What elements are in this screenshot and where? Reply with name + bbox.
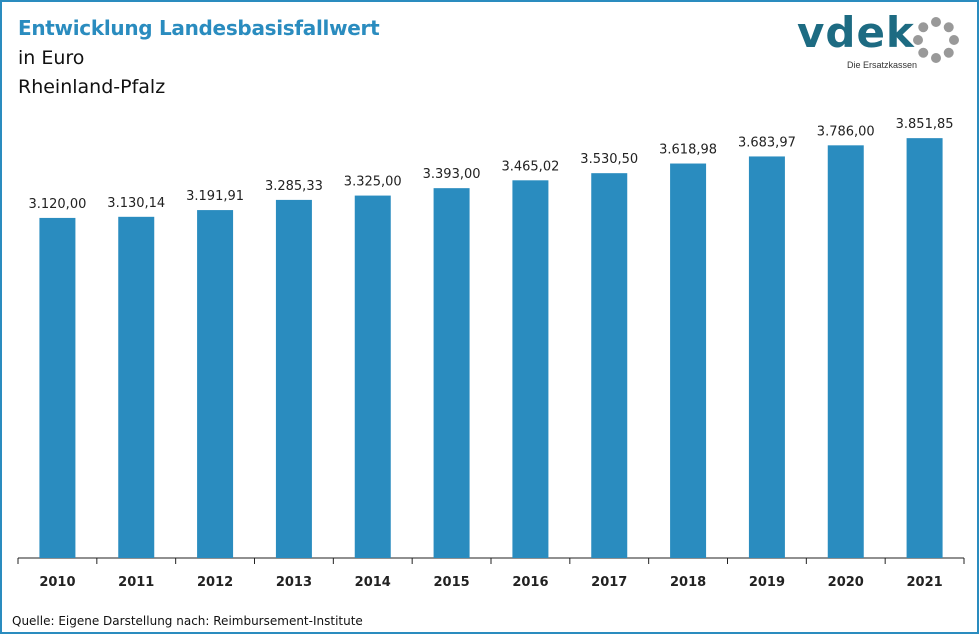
x-tick-label-2011: 2011 (118, 575, 154, 590)
logo-ring-dot (918, 47, 929, 58)
bar-2014 (354, 195, 391, 558)
value-label-2010: 3.120,00 (28, 197, 86, 212)
bar-2012 (197, 210, 234, 558)
bar-chart: 3.120,00 2010 3.130,14 2011 3.191,91 2012 3.28… (17, 117, 965, 590)
bar-2017 (591, 173, 628, 558)
logo-ring-dot (931, 17, 941, 27)
bar-2019 (748, 156, 785, 558)
value-label-2014: 3.325,00 (344, 175, 402, 190)
bar-2021 (906, 138, 943, 558)
logo-ring-dot (913, 35, 923, 45)
logo-tagline: Die Ersatzkassen (847, 60, 918, 70)
value-label-2016: 3.465,02 (501, 159, 559, 174)
bar-2010 (39, 217, 76, 559)
value-label-2019: 3.683,97 (738, 135, 796, 150)
bar-2018 (670, 163, 707, 558)
x-tick-label-2021: 2021 (906, 575, 942, 590)
x-tick-label-2012: 2012 (197, 575, 233, 590)
value-label-2011: 3.130,14 (107, 196, 165, 211)
source-note: Quelle: Eigene Darstellung nach: Reimbur… (12, 614, 363, 628)
bar-2020 (827, 145, 864, 559)
logo-wordmark: vdek (797, 8, 915, 57)
value-label-2021: 3.851,85 (896, 117, 954, 132)
bar-2013 (275, 199, 312, 558)
x-tick-label-2010: 2010 (39, 575, 75, 590)
value-label-2018: 3.618,98 (659, 143, 717, 158)
bar-2015 (433, 188, 470, 558)
x-tick-label-2017: 2017 (591, 575, 627, 590)
x-tick-label-2015: 2015 (433, 575, 469, 590)
logo-ring-dot (931, 53, 941, 63)
x-tick-label-2019: 2019 (749, 575, 785, 590)
x-tick-label-2013: 2013 (276, 575, 312, 590)
vdek-logo: vdek Die Ersatzkassen (797, 8, 967, 74)
chart-region: Rheinland-Pfalz (18, 76, 166, 98)
title-block: Entwicklung Landesbasisfallwert in Euro … (18, 12, 380, 102)
x-tick-label-2016: 2016 (512, 575, 548, 590)
logo-ring-dot (943, 22, 954, 33)
value-label-2015: 3.393,00 (423, 167, 481, 182)
chart-unit: in Euro (18, 47, 85, 69)
x-tick-label-2014: 2014 (355, 575, 391, 590)
chart-title: Entwicklung Landesbasisfallwert (18, 16, 380, 40)
value-label-2013: 3.285,33 (265, 179, 323, 194)
logo-ring-dot (918, 22, 929, 33)
logo-ring-dot (943, 47, 954, 58)
value-label-2012: 3.191,91 (186, 189, 244, 204)
bar-2016 (512, 180, 549, 559)
value-label-2020: 3.786,00 (817, 124, 875, 139)
bar-2011 (118, 216, 155, 558)
logo-ring-icon (913, 17, 959, 63)
value-label-2017: 3.530,50 (580, 152, 638, 167)
x-tick-label-2020: 2020 (828, 575, 864, 590)
x-tick-label-2018: 2018 (670, 575, 706, 590)
logo-ring-dot (949, 35, 959, 45)
